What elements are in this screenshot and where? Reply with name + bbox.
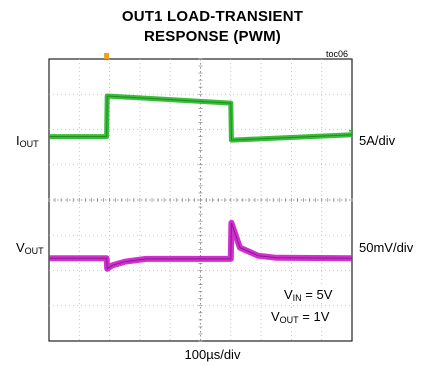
chart-subtitle: RESPONSE (PWM): [144, 28, 281, 45]
iout-scale: 5A/div: [359, 133, 396, 148]
condition-vout: VOUT = 1V: [271, 309, 330, 325]
condition-vin-sub: IN: [292, 293, 302, 303]
condition-vin: VIN = 5V: [284, 287, 333, 303]
vout-scale: 50mV/div: [359, 240, 414, 255]
vout-label-sub: OUT: [24, 246, 44, 256]
trigger-marker: [104, 53, 110, 59]
condition-vin-value: = 5V: [301, 287, 333, 302]
condition-vin-main: V: [284, 287, 293, 302]
iout-label-sub: OUT: [19, 139, 39, 149]
condition-vout-sub: OUT: [279, 315, 299, 325]
iout-trace-core: [49, 95, 353, 141]
x-axis-label: 100µs/div: [184, 347, 241, 362]
iout-label-main: I: [16, 133, 20, 148]
vout-trace-core: [49, 222, 353, 270]
vout-label-main: V: [16, 240, 25, 255]
condition-vout-main: V: [271, 309, 280, 324]
condition-vout-value: = 1V: [298, 309, 330, 324]
figure-id: toc06: [326, 49, 349, 59]
vout-label: VOUT: [16, 240, 44, 256]
chart-title: OUT1 LOAD-TRANSIENT: [121, 8, 304, 25]
iout-label: IOUT: [16, 133, 39, 149]
